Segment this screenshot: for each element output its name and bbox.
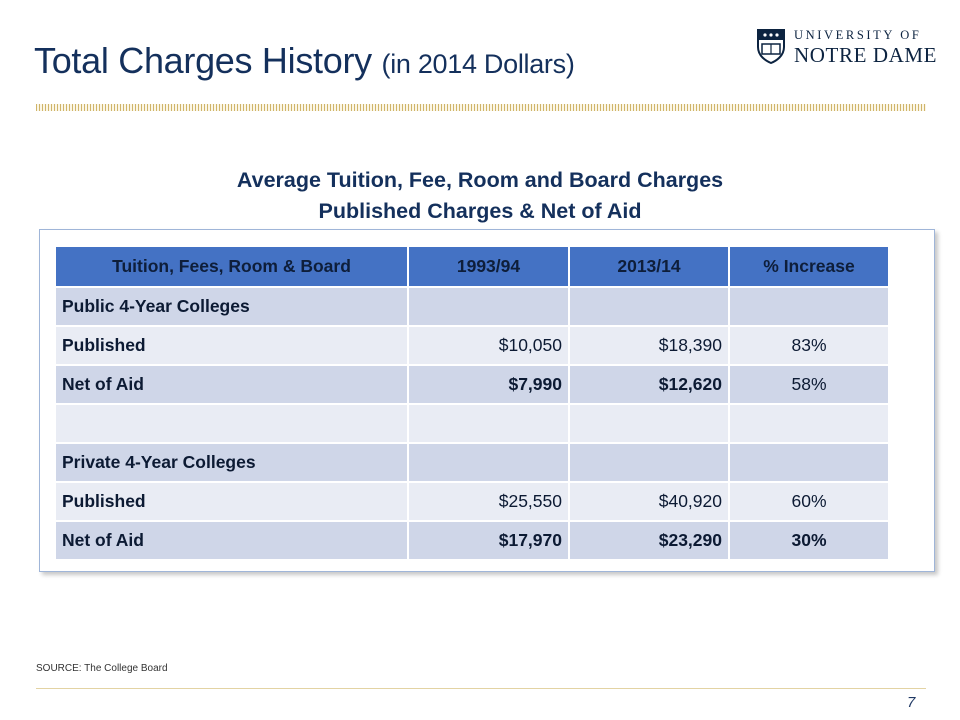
row-label: Published xyxy=(54,325,409,366)
column-header: % Increase xyxy=(728,245,890,288)
column-header: Tuition, Fees, Room & Board xyxy=(54,245,409,288)
table-row: Private 4-Year Colleges xyxy=(54,442,890,483)
cell-1993: $10,050 xyxy=(407,325,570,366)
cell-pct: 58% xyxy=(728,364,890,405)
table-row xyxy=(54,403,890,444)
cell-1993 xyxy=(407,286,570,327)
row-label: Private 4-Year Colleges xyxy=(54,442,409,483)
table-row: Net of Aid $7,990 $12,620 58% xyxy=(54,364,890,405)
cell-1993 xyxy=(407,403,570,444)
decorative-top-rule xyxy=(36,104,926,111)
cell-2013 xyxy=(568,286,730,327)
cell-1993: $17,970 xyxy=(407,520,570,561)
row-label: Net of Aid xyxy=(54,364,409,405)
cell-2013: $18,390 xyxy=(568,325,730,366)
table-row: Public 4-Year Colleges xyxy=(54,286,890,327)
table-heading-line-2: Published Charges & Net of Aid xyxy=(318,199,642,223)
cell-pct: 30% xyxy=(728,520,890,561)
cell-2013: $23,290 xyxy=(568,520,730,561)
cell-pct xyxy=(728,286,890,327)
table-header-row: Tuition, Fees, Room & Board 1993/94 2013… xyxy=(54,245,890,288)
row-label: Net of Aid xyxy=(54,520,409,561)
cell-1993: $7,990 xyxy=(407,364,570,405)
row-label: Public 4-Year Colleges xyxy=(54,286,409,327)
cell-pct xyxy=(728,442,890,483)
cell-2013 xyxy=(568,403,730,444)
logo-line-2: NOTRE DAME xyxy=(794,43,938,67)
cell-2013: $40,920 xyxy=(568,481,730,522)
cell-pct xyxy=(728,403,890,444)
decorative-bottom-rule xyxy=(36,688,926,689)
cell-1993 xyxy=(407,442,570,483)
cell-pct: 83% xyxy=(728,325,890,366)
table-row: Net of Aid $17,970 $23,290 30% xyxy=(54,520,890,561)
crest-icon xyxy=(757,29,785,64)
cell-2013 xyxy=(568,442,730,483)
column-header: 2013/14 xyxy=(568,245,730,288)
table-row: Published $25,550 $40,920 60% xyxy=(54,481,890,522)
cell-1993: $25,550 xyxy=(407,481,570,522)
logo-line-1: UNIVERSITY OF xyxy=(794,28,922,42)
table-row: Published $10,050 $18,390 83% xyxy=(54,325,890,366)
column-header: 1993/94 xyxy=(407,245,570,288)
cell-2013: $12,620 xyxy=(568,364,730,405)
source-note: SOURCE: The College Board xyxy=(36,663,168,674)
page-number: 7 xyxy=(907,694,916,711)
slide-title-main: Total Charges History xyxy=(34,40,372,81)
row-label: Published xyxy=(54,481,409,522)
cell-pct: 60% xyxy=(728,481,890,522)
slide-title-suffix: (in 2014 Dollars) xyxy=(381,49,575,79)
charges-table: Tuition, Fees, Room & Board 1993/94 2013… xyxy=(54,245,890,561)
slide-title: Total Charges History (in 2014 Dollars) xyxy=(34,40,575,82)
university-logo: UNIVERSITY OF NOTRE DAME xyxy=(756,24,936,70)
table-heading-line-1: Average Tuition, Fee, Room and Board Cha… xyxy=(236,168,724,192)
row-label xyxy=(54,403,409,444)
